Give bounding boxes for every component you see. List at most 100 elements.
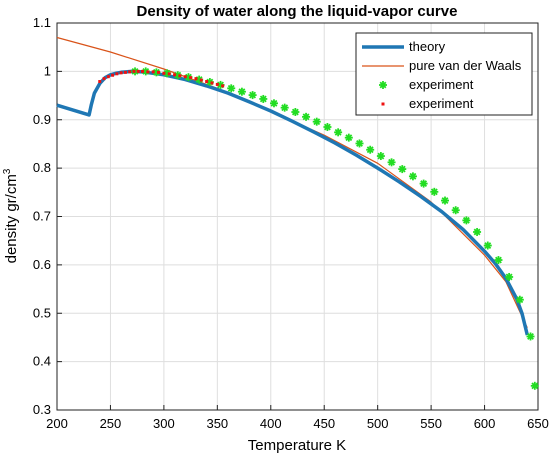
experiment-asterisk-point — [526, 332, 535, 341]
experiment-dot-point — [178, 74, 182, 78]
asterisk-stroke — [420, 180, 428, 188]
asterisk-stroke — [334, 128, 342, 136]
tick-labels: 200 250 300 350 400 450 500 550 600 650 0.3 0.4 0.5 0… — [33, 15, 549, 431]
asterisk-stroke — [249, 91, 257, 99]
y-axis-label: density gr/cm3 — [2, 168, 20, 263]
experiment-dot-point — [141, 69, 145, 73]
series-layer — [56, 36, 539, 390]
asterisk-stroke — [430, 188, 438, 196]
experiment-dot-point — [146, 70, 150, 74]
legend-label-theory: theory — [409, 39, 446, 54]
x-tick-label: 600 — [474, 416, 496, 431]
y-axis-label-superscript: 3 — [2, 168, 13, 174]
experiment-asterisk-point — [430, 187, 439, 196]
x-tick-label: 500 — [367, 416, 389, 431]
y-tick-label: 0.3 — [33, 402, 51, 417]
experiment-dot-point — [199, 78, 203, 82]
asterisk-stroke — [398, 165, 406, 173]
experiment-dot-point — [215, 82, 219, 86]
asterisk-stroke — [366, 146, 374, 154]
asterisk-stroke — [484, 242, 492, 249]
asterisk-stroke — [356, 140, 363, 147]
experiment-dot-point — [119, 71, 123, 75]
experiment-asterisk-point — [530, 381, 539, 390]
legend-label-experiment-green: experiment — [409, 77, 474, 92]
asterisk-stroke — [527, 333, 534, 340]
experiment-dot-point — [132, 69, 136, 73]
experiment-dot-point — [183, 75, 187, 79]
asterisk-stroke — [388, 158, 395, 166]
experiment-dot-point — [205, 80, 209, 84]
experiment-dot-point — [151, 70, 155, 74]
experiment-asterisk-point — [312, 117, 321, 126]
legend-keys — [362, 45, 404, 106]
y-tick-label: 0.4 — [33, 354, 51, 369]
experiment-asterisk-point — [334, 128, 343, 137]
legend-label-van-der-waals: pure van der Waals — [409, 58, 522, 73]
x-tick-label: 300 — [153, 416, 175, 431]
experiment-asterisk-point — [462, 216, 471, 225]
asterisk-stroke — [377, 152, 385, 160]
asterisk-stroke — [516, 296, 524, 304]
experiment-asterisk-point — [355, 139, 364, 148]
experiment-dot-point — [189, 76, 193, 80]
asterisk-stroke — [302, 113, 310, 121]
asterisk-stroke — [379, 81, 387, 89]
chart-title: Density of water along the liquid-vapor … — [137, 3, 458, 20]
y-tick-label: 1.1 — [33, 15, 51, 30]
experiment-asterisk-point — [302, 112, 311, 121]
asterisk-stroke — [281, 104, 289, 112]
asterisk-stroke — [531, 382, 539, 390]
asterisk-stroke — [323, 123, 331, 131]
experiment-asterisk-point — [441, 196, 450, 205]
asterisk-stroke — [206, 78, 214, 86]
asterisk-stroke — [409, 172, 417, 180]
x-tick-label: 350 — [206, 416, 228, 431]
x-tick-label: 400 — [260, 416, 282, 431]
asterisk-stroke — [195, 76, 203, 84]
experiment-dot-point — [102, 77, 106, 81]
experiment-dot-point — [123, 70, 127, 74]
y-tick-label: 0.6 — [33, 257, 51, 272]
y-tick-label: 0.5 — [33, 305, 51, 320]
x-tick-label: 650 — [527, 416, 549, 431]
asterisk-stroke — [345, 134, 353, 142]
legend: theory pure van der Waals experiment exp… — [355, 32, 533, 116]
asterisk-stroke — [259, 95, 267, 103]
experiment-asterisk-point — [344, 133, 353, 142]
experiment-asterisk-point — [269, 99, 278, 108]
asterisk-stroke — [227, 84, 235, 92]
van-der-waals-line — [56, 36, 528, 329]
asterisk-stroke — [270, 99, 278, 107]
asterisk-stroke — [152, 68, 160, 76]
asterisk-stroke — [291, 108, 299, 116]
y-tick-label: 0.8 — [33, 160, 51, 175]
asterisk-stroke — [174, 71, 182, 79]
experiment-asterisk-point — [376, 152, 385, 161]
experiment-asterisk-point — [280, 103, 289, 112]
y-tick-label: 1 — [44, 63, 51, 78]
asterisk-stroke — [495, 256, 502, 264]
x-tick-label: 550 — [420, 416, 442, 431]
experiment-asterisk-point — [387, 158, 396, 167]
experiment-asterisk-point — [505, 272, 514, 281]
asterisk-stroke — [505, 273, 513, 281]
asterisk-stroke — [163, 69, 171, 77]
asterisk-stroke — [313, 118, 321, 126]
asterisk-stroke — [452, 206, 460, 214]
x-axis-label: Temperature K — [248, 437, 346, 454]
y-axis-label-text: density gr/cm — [3, 174, 20, 263]
legend-key-experiment-asterisk — [379, 81, 387, 89]
experiment-dot-point — [167, 72, 171, 76]
x-tick-label: 250 — [100, 416, 122, 431]
experiment-dot-point — [111, 73, 115, 77]
experiment-dot-point — [157, 70, 161, 74]
experiment-dot-point — [210, 81, 214, 85]
experiment-asterisk-point — [291, 108, 300, 117]
experiment-asterisk-point — [408, 172, 417, 181]
experiment-dot-point — [194, 77, 198, 81]
experiment-dot-point — [173, 73, 177, 77]
asterisk-stroke — [441, 197, 449, 204]
asterisk-stroke — [217, 81, 224, 89]
